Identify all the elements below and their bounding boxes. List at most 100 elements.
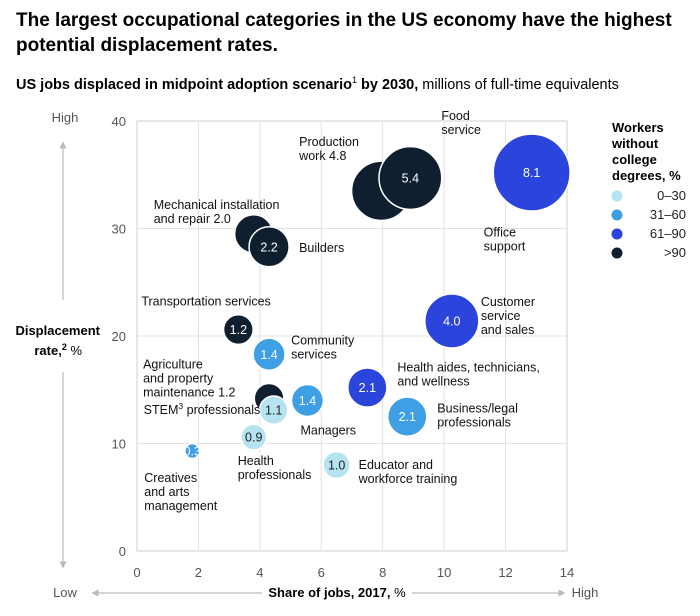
subtitle-bold-2: by 2030,	[356, 76, 419, 93]
legend-item-label: 61–90	[650, 226, 686, 241]
legend-title-line: without	[611, 136, 659, 151]
bubble-label-line: Educator and	[359, 458, 433, 472]
bubble-value: 2.1	[399, 410, 416, 424]
y-axis-unit: %	[67, 343, 83, 358]
label-footnote: 3	[178, 401, 183, 411]
bubble-label-line: Business/legal	[437, 402, 518, 416]
bubble-label: Business/legal professionals	[437, 402, 518, 430]
bubble-value: 1.4	[260, 348, 277, 362]
bubble-label: Health aides, technicians, and wellness	[397, 361, 539, 389]
x-axis-unit: %	[390, 585, 406, 600]
bubble-label: Mechanical installation and repair 2.0	[154, 198, 280, 226]
legend-item-label: >90	[664, 245, 686, 260]
bubble-value: 2.1	[359, 381, 376, 395]
bubble-label-line: Food	[441, 109, 470, 123]
y-axis-footnote: 2	[62, 342, 67, 352]
bubble	[492, 133, 571, 212]
bubble	[322, 450, 351, 480]
bubble-label: Managers	[300, 424, 356, 438]
subtitle-footnote: 1	[351, 75, 357, 85]
bubble-label: Customer service and sales	[481, 295, 535, 337]
legend-item-label: 0–30	[657, 188, 686, 203]
y-tick-label: 20	[112, 329, 126, 344]
bubble-label-line: Customer	[481, 295, 535, 309]
bubble	[222, 314, 254, 346]
y-axis-low-label: Low	[53, 585, 77, 600]
bubble-label: Transportation services	[141, 295, 270, 309]
label-part: professionals	[183, 403, 260, 417]
bubbles: 5.4 8.1 2.2 1.2 1.4 4.0 1.1 1.4 2.1 2.1 0.9 0.3 1.0	[184, 133, 571, 480]
bubble-value: 8.1	[523, 166, 540, 180]
bubble-label: Builders	[299, 241, 344, 255]
bubble	[258, 395, 289, 426]
bubble-label-line: service	[441, 123, 481, 137]
legend-item-label: 31–60	[650, 207, 686, 222]
bubble-label-line: maintenance 1.2	[143, 385, 235, 399]
bubble	[290, 383, 325, 418]
legend-title-line: college	[612, 152, 657, 167]
y-tick-label: 10	[112, 437, 126, 452]
bubble	[424, 293, 480, 349]
bubble-label-line: Community	[291, 333, 355, 347]
bubble	[184, 442, 201, 460]
bubble-label: Office support	[484, 226, 526, 254]
bubble-label-line: Health aides, technicians,	[397, 361, 539, 375]
bubble-value: 1.0	[328, 459, 345, 473]
bubble-label: Agriculture and property maintenance 1.2	[143, 357, 235, 399]
bubble-label-line: and arts	[144, 485, 189, 499]
chart-title: The largest occupational categories in t…	[16, 10, 672, 56]
bubble-label: Creatives and arts management	[144, 471, 217, 513]
bubble-label-line: Managers	[300, 424, 356, 438]
bubble-value: 0.9	[245, 431, 262, 445]
bubble-label-line: service	[481, 309, 521, 323]
x-tick-label: 12	[498, 565, 512, 580]
x-tick-label: 2	[195, 565, 202, 580]
bubble	[378, 145, 443, 211]
x-tick-label: 14	[560, 565, 574, 580]
bubble-label-line: Transportation services	[141, 295, 270, 309]
bubble-label-line: professionals	[437, 416, 511, 430]
legend-swatch	[611, 209, 623, 221]
x-tick-label: 6	[318, 565, 325, 580]
bubble-label-line: Production	[299, 135, 359, 149]
bubble-label: Health professionals	[238, 454, 312, 482]
legend-title-line: degrees, %	[612, 168, 681, 183]
bubble	[347, 367, 388, 408]
bubble-value: 0.3	[184, 445, 201, 459]
legend-swatch	[611, 190, 623, 202]
legend-title-line: Workers	[612, 120, 664, 135]
bubble-label-line: and property	[143, 371, 214, 385]
bubble-value: 2.2	[260, 240, 277, 254]
x-tick-label: 10	[437, 565, 451, 580]
bubble-label: Educator and workforce training	[358, 458, 458, 486]
legend-swatch	[611, 247, 623, 259]
bubble-label: STEM3 professionals	[144, 401, 261, 417]
x-tick-label: 8	[379, 565, 386, 580]
y-axis-title-rate: rate,	[34, 343, 61, 358]
bubble-value: 1.4	[299, 394, 316, 408]
label-part: STEM	[144, 403, 179, 417]
bubble-label-line: services	[291, 347, 337, 361]
x-axis-title: Share of jobs, 2017, %	[268, 585, 406, 600]
x-tick-label: 0	[133, 565, 140, 580]
bubble-value: 5.4	[402, 171, 419, 185]
y-tick-label: 30	[112, 222, 126, 237]
bubble	[386, 396, 428, 437]
bubble-label-line: Mechanical installation	[154, 198, 280, 212]
bubble	[248, 226, 290, 268]
x-axis-high-label: High	[572, 585, 599, 600]
y-axis-high-label: High	[52, 110, 79, 125]
bubble-label: Production work 4.8	[298, 135, 359, 163]
bubble-label-line: and repair 2.0	[154, 212, 231, 226]
y-tick-label: 0	[119, 544, 126, 559]
bubble-label: Community services	[291, 333, 355, 361]
y-axis-title: Displacement	[15, 323, 100, 338]
bubble-label-line: work 4.8	[298, 149, 346, 163]
bubble-label-line: Agriculture	[143, 357, 203, 371]
bubble-value: 4.0	[443, 314, 460, 328]
bubble-label-line: support	[484, 240, 526, 254]
x-axis-title-bold: Share of jobs, 2017,	[268, 585, 390, 600]
bubble-label-line: workforce training	[358, 472, 458, 486]
